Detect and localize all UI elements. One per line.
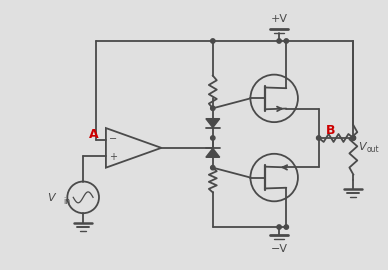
Text: A: A xyxy=(89,127,99,140)
Text: $V$: $V$ xyxy=(47,191,57,203)
Text: $V$: $V$ xyxy=(358,140,369,152)
Circle shape xyxy=(284,39,288,43)
Text: −V: −V xyxy=(270,244,288,254)
Circle shape xyxy=(351,136,355,140)
Polygon shape xyxy=(206,148,220,157)
Circle shape xyxy=(211,166,215,170)
Polygon shape xyxy=(206,119,220,128)
Circle shape xyxy=(277,39,281,43)
Text: −: − xyxy=(109,134,117,144)
Text: out: out xyxy=(366,145,379,154)
Text: in: in xyxy=(63,197,71,206)
Text: +: + xyxy=(109,152,117,162)
Text: B: B xyxy=(326,124,335,137)
Circle shape xyxy=(211,39,215,43)
Circle shape xyxy=(284,225,288,229)
Circle shape xyxy=(277,225,281,229)
Circle shape xyxy=(211,136,215,140)
Circle shape xyxy=(211,106,215,110)
Circle shape xyxy=(317,136,321,140)
Text: +V: +V xyxy=(270,14,288,24)
Circle shape xyxy=(351,136,355,140)
